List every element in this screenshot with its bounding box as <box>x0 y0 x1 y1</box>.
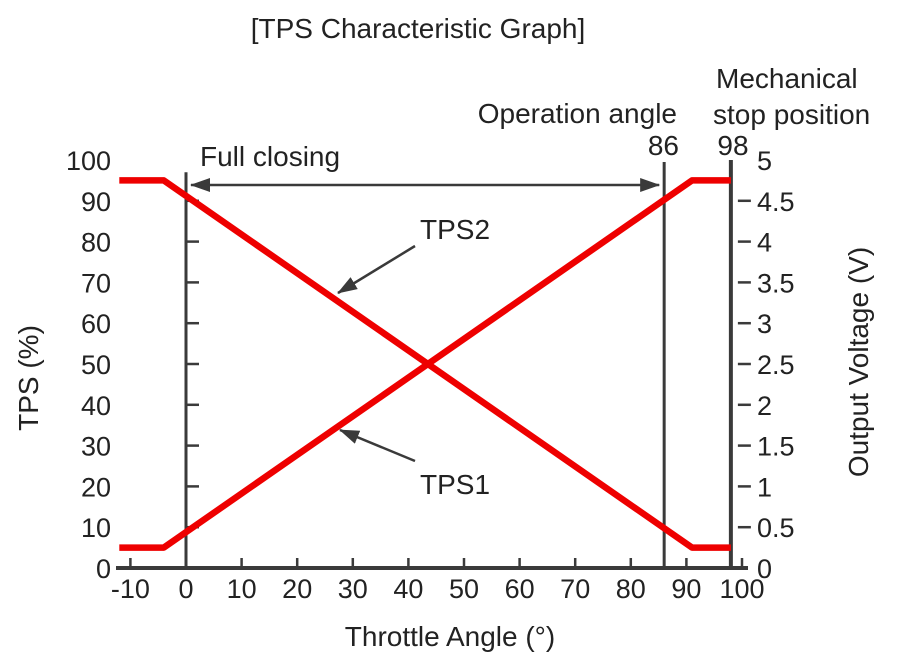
y-left-tick-label: 0 <box>96 554 111 584</box>
annotation-operation-angle: Operation angle <box>478 98 677 129</box>
y-right-tick-label: 0 <box>757 554 772 584</box>
x-tick-label: 10 <box>227 574 257 604</box>
x-tick-label: 30 <box>338 574 368 604</box>
axes-layer: -10 0 10 20 30 40 50 60 70 80 90 100010203040506070… <box>66 146 795 604</box>
y-left-tick-label: 20 <box>81 472 111 502</box>
y-left-tick-label: 90 <box>81 187 111 217</box>
series-label-tps1: TPS1 <box>420 469 490 500</box>
y-right-tick-label: 2 <box>757 391 772 421</box>
annotation-mechanical-stop-value: 98 <box>717 130 748 161</box>
y-left-tick-label: 40 <box>81 391 111 421</box>
x-tick-label: 70 <box>560 574 590 604</box>
x-tick-label: 20 <box>282 574 312 604</box>
y-left-tick-label: 50 <box>81 350 111 380</box>
x-tick-label: -10 <box>111 574 150 604</box>
y-left-tick-label: 70 <box>81 268 111 298</box>
x-tick-label: 80 <box>616 574 646 604</box>
tps2-leader-arrow <box>337 244 416 295</box>
x-axis-label: Throttle Angle (°) <box>345 621 555 652</box>
y-right-tick-label: 3.5 <box>757 268 795 298</box>
x-tick-label: 60 <box>505 574 535 604</box>
chart-title: [TPS Characteristic Graph] <box>251 13 586 44</box>
y-left-tick-label: 30 <box>81 432 111 462</box>
x-tick-label: 50 <box>449 574 479 604</box>
y-right-tick-label: 0.5 <box>757 513 795 543</box>
y-left-tick-label: 60 <box>81 309 111 339</box>
y-right-tick-label: 3 <box>757 309 772 339</box>
x-tick-label: 40 <box>393 574 423 604</box>
y-right-tick-label: 5 <box>757 146 772 176</box>
annotation-full-closing: Full closing <box>200 141 340 172</box>
y-right-tick-label: 1.5 <box>757 432 795 462</box>
series-layer <box>119 177 731 551</box>
y-right-axis-label: Output Voltage (V) <box>843 247 874 477</box>
y-right-tick-label: 4 <box>757 228 772 258</box>
y-left-tick-label: 10 <box>81 513 111 543</box>
y-right-tick-label: 2.5 <box>757 350 795 380</box>
x-tick-label: 0 <box>178 574 193 604</box>
annotation-operation-angle-value: 86 <box>648 130 679 161</box>
tps1-leader-arrow <box>339 428 416 463</box>
y-left-tick-label: 100 <box>66 146 111 176</box>
x-tick-label: 100 <box>719 574 764 604</box>
annotation-mechanical-stop-line2: stop position <box>713 99 870 130</box>
x-tick-label: 90 <box>671 574 701 604</box>
y-right-tick-label: 4.5 <box>757 187 795 217</box>
y-left-axis-label: TPS (%) <box>13 325 44 431</box>
y-right-tick-label: 1 <box>757 472 772 502</box>
arrows-layer <box>190 178 661 463</box>
y-left-tick-label: 80 <box>81 228 111 258</box>
annotation-mechanical-stop-line1: Mechanical <box>716 63 858 94</box>
series-label-tps2: TPS2 <box>420 214 490 245</box>
series-line-tps2 <box>119 177 731 551</box>
